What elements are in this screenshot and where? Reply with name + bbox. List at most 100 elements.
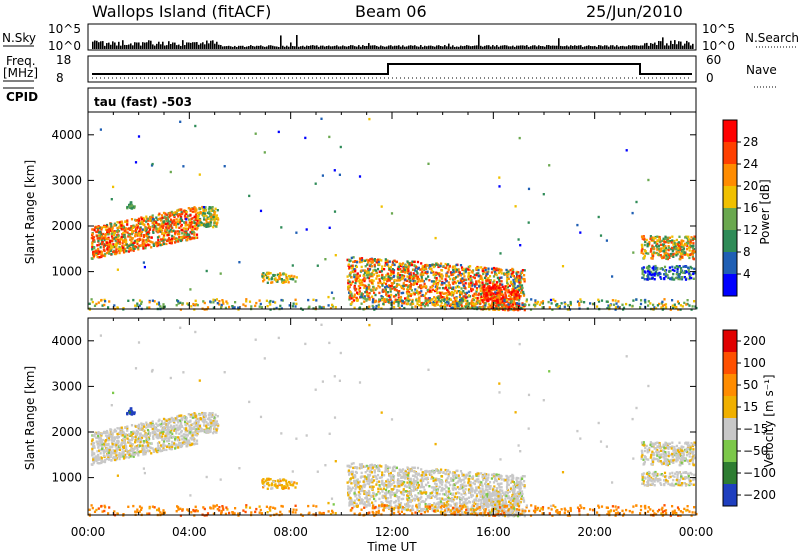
range-cell bbox=[147, 223, 149, 225]
range-cell bbox=[118, 248, 120, 250]
range-cell bbox=[530, 298, 532, 300]
range-cell bbox=[403, 288, 405, 290]
nsky-bar bbox=[438, 45, 440, 49]
range-cell bbox=[424, 295, 426, 297]
nsky-bar bbox=[386, 46, 388, 49]
range-cell bbox=[131, 218, 133, 220]
range-cell bbox=[422, 294, 424, 296]
range-cell bbox=[171, 242, 173, 244]
range-cell bbox=[399, 263, 401, 265]
range-cell bbox=[201, 224, 203, 226]
nsky-bar bbox=[176, 45, 178, 49]
range-cell bbox=[174, 232, 176, 234]
freq-tick-top: 18 bbox=[56, 53, 71, 67]
range-cell bbox=[654, 272, 656, 274]
range-cell bbox=[132, 227, 134, 229]
nsky-bar bbox=[236, 47, 238, 49]
nsky-bar bbox=[194, 42, 196, 49]
range-cell bbox=[151, 236, 153, 238]
range-cell bbox=[363, 301, 365, 303]
nsky-bar bbox=[106, 43, 108, 49]
range-cell bbox=[181, 419, 183, 421]
nsky-bar bbox=[328, 46, 330, 49]
range-cell bbox=[484, 306, 486, 308]
range-cell bbox=[160, 238, 162, 240]
range-cell bbox=[142, 228, 144, 230]
range-cell bbox=[136, 305, 138, 307]
nsky-bar bbox=[206, 41, 208, 49]
range-cell bbox=[387, 291, 389, 293]
nsky-bar bbox=[566, 45, 568, 49]
range-cell bbox=[123, 447, 125, 449]
range-cell bbox=[114, 232, 116, 234]
range-cell bbox=[468, 274, 470, 276]
range-cell bbox=[199, 208, 201, 210]
range-cell bbox=[397, 301, 399, 303]
freq-unit: [MHz] bbox=[3, 66, 38, 80]
range-cell bbox=[519, 244, 521, 246]
range-cell bbox=[682, 266, 684, 268]
range-cell bbox=[97, 462, 99, 464]
range-cell bbox=[138, 135, 140, 137]
range-cell bbox=[444, 303, 446, 305]
range-cell bbox=[94, 226, 96, 228]
range-cell bbox=[663, 241, 665, 243]
nsky-bar bbox=[684, 44, 686, 49]
range-cell bbox=[416, 270, 418, 272]
range-cell bbox=[245, 305, 247, 307]
range-cell bbox=[156, 447, 158, 449]
range-cell bbox=[388, 295, 390, 297]
range-cell bbox=[327, 296, 329, 298]
nsky-bar bbox=[608, 47, 610, 49]
range-cell bbox=[395, 299, 397, 301]
range-cell bbox=[209, 207, 211, 209]
range-cell bbox=[104, 440, 106, 442]
range-cell bbox=[684, 252, 686, 254]
range-cell bbox=[177, 223, 179, 225]
range-cell bbox=[397, 268, 399, 270]
nsky-bar bbox=[524, 46, 526, 49]
nsky-bar bbox=[280, 35, 282, 49]
range-cell bbox=[145, 433, 147, 435]
range-cell bbox=[562, 265, 564, 267]
range-cell bbox=[421, 271, 423, 273]
nsky-bar bbox=[368, 43, 370, 49]
nsky-bar bbox=[372, 45, 374, 49]
range-cell bbox=[163, 217, 165, 219]
range-cell bbox=[355, 280, 357, 282]
range-cell bbox=[363, 275, 365, 277]
range-cell bbox=[280, 226, 282, 228]
range-cell bbox=[149, 220, 151, 222]
nsky-bar bbox=[250, 45, 252, 49]
range-cell bbox=[471, 270, 473, 272]
range-cell bbox=[435, 273, 437, 275]
range-cell bbox=[143, 440, 145, 442]
nsky-bar bbox=[216, 42, 218, 49]
range-cell bbox=[192, 416, 194, 418]
range-cell bbox=[492, 287, 494, 289]
range-cell bbox=[136, 449, 138, 451]
range-cell bbox=[523, 294, 525, 296]
range-cell bbox=[443, 282, 445, 284]
range-cell bbox=[353, 296, 355, 298]
nsky-bar bbox=[104, 46, 106, 49]
range-cell bbox=[354, 294, 356, 296]
range-cell bbox=[141, 238, 143, 240]
range-cell bbox=[121, 236, 123, 238]
range-cell bbox=[518, 281, 520, 283]
range-cell bbox=[653, 251, 655, 253]
range-cell bbox=[197, 215, 199, 217]
range-cell bbox=[181, 220, 183, 222]
range-cell bbox=[470, 288, 472, 290]
range-cell bbox=[576, 224, 578, 226]
range-cell bbox=[452, 301, 454, 303]
range-cell bbox=[356, 261, 358, 263]
range-cell bbox=[416, 303, 418, 305]
range-cell bbox=[295, 303, 297, 305]
range-cell bbox=[486, 280, 488, 282]
nsky-bar bbox=[270, 45, 272, 49]
range-cell bbox=[157, 445, 159, 447]
nsky-bar bbox=[132, 45, 134, 49]
range-cell bbox=[209, 224, 211, 226]
range-cell bbox=[126, 223, 128, 225]
